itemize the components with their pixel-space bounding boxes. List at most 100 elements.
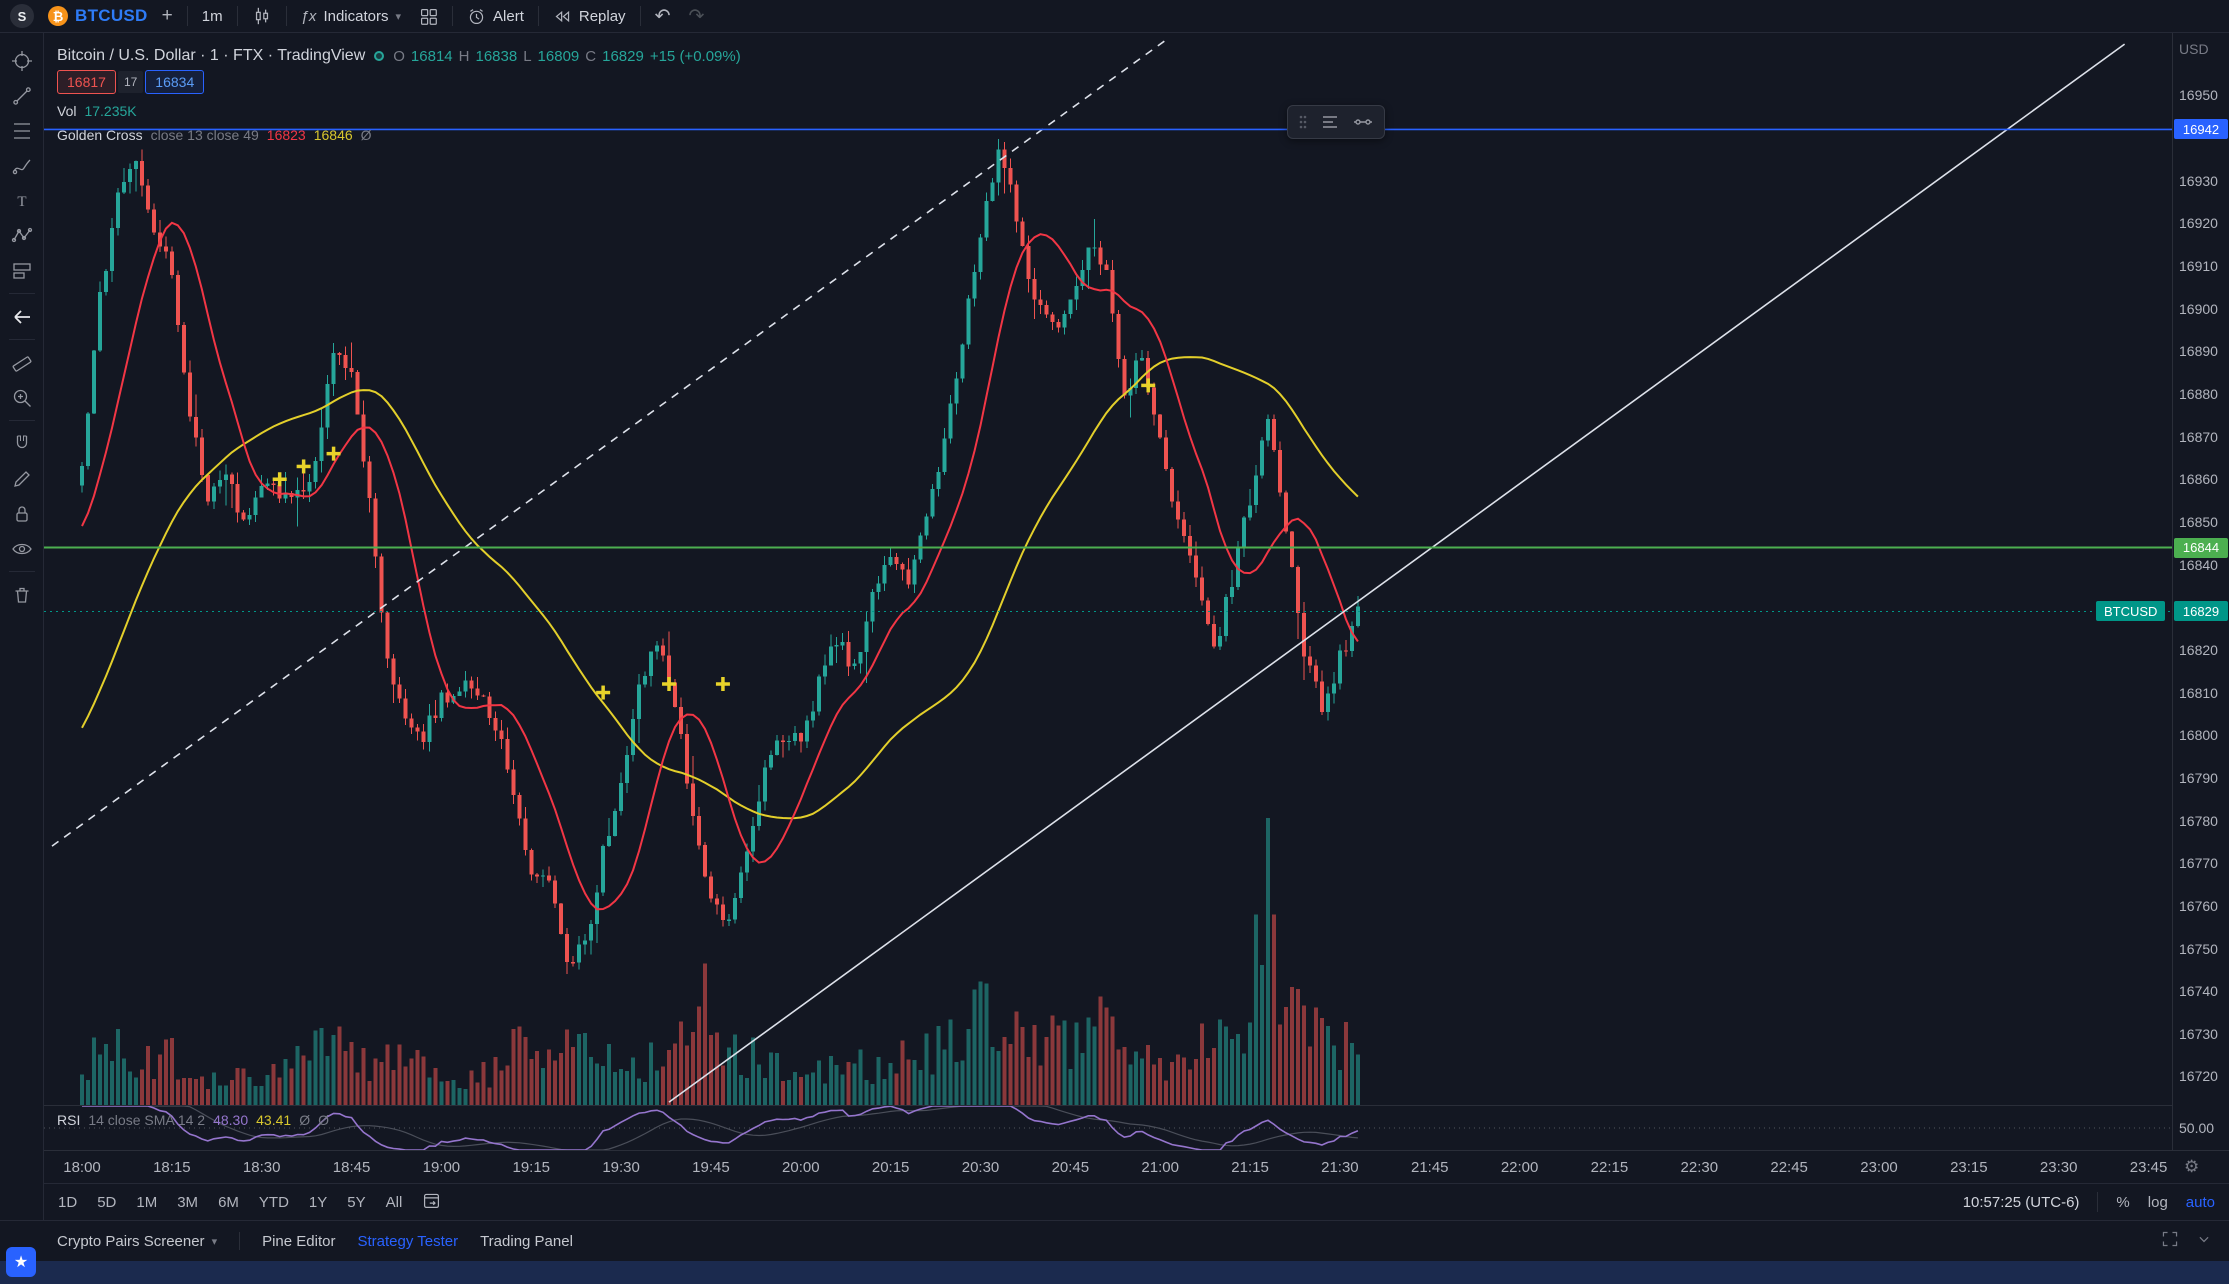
- symbol-search-button[interactable]: ₿ BTCUSD: [48, 6, 148, 26]
- tab-pine-editor[interactable]: Pine Editor: [262, 1232, 336, 1250]
- low-value: 16809: [537, 47, 580, 65]
- hide-panel-arrow-button[interactable]: [3, 299, 41, 334]
- hide-drawings-button[interactable]: [3, 531, 41, 566]
- compare-add-icon[interactable]: +: [158, 5, 177, 27]
- time-tick: 18:00: [63, 1159, 101, 1176]
- price-chart-canvas[interactable]: [44, 33, 2172, 1150]
- time-tick: 20:45: [1051, 1159, 1090, 1176]
- chart-type-icon[interactable]: [248, 6, 276, 26]
- time-tick: 20:30: [961, 1159, 1000, 1176]
- pane-separator[interactable]: [44, 1105, 2229, 1106]
- bottom-toolbar: 1D 5D 1M 3M 6M YTD 1Y 5Y All 10:57:25 (U…: [44, 1183, 2229, 1220]
- text-tool-button[interactable]: T: [3, 183, 41, 218]
- edit-tool-button[interactable]: [3, 461, 41, 496]
- dashed-trendline: [51, 39, 1167, 847]
- toolbar-separator: [186, 6, 188, 26]
- indicator-hide-icon[interactable]: Ø: [360, 127, 372, 143]
- indicators-label: Indicators: [323, 7, 389, 25]
- range-1m-button[interactable]: 1M: [136, 1193, 158, 1211]
- gear-icon[interactable]: ⚙: [2184, 1157, 2200, 1176]
- magnet-tool-button[interactable]: [3, 426, 41, 461]
- tab-strategy-tester[interactable]: Strategy Tester: [357, 1232, 459, 1250]
- market-status-icon[interactable]: [374, 51, 385, 61]
- last-price-symbol-tag: BTCUSD: [2096, 601, 2166, 622]
- toolbar-separator: [8, 293, 35, 294]
- volume-legend[interactable]: Vol 17.235K: [57, 103, 137, 119]
- brush-tool-button[interactable]: [3, 148, 41, 183]
- price-axis[interactable]: USD 50.00 16950 16930 16920 16910 16900 16890…: [2172, 33, 2229, 1150]
- drag-handle-icon[interactable]: [1298, 114, 1308, 130]
- line-settings-icon[interactable]: [1320, 112, 1340, 132]
- price-tick: 16860: [2179, 471, 2218, 488]
- price-tick: 16810: [2179, 684, 2218, 701]
- auto-scale-button[interactable]: auto: [2185, 1193, 2215, 1211]
- layout-grid-icon[interactable]: [415, 7, 442, 26]
- crosshair-tool-button[interactable]: [3, 43, 41, 78]
- range-6m-button[interactable]: 6M: [218, 1193, 239, 1211]
- indicator-value-slow: 16846: [313, 127, 353, 143]
- range-1d-button[interactable]: 1D: [58, 1193, 78, 1211]
- rsi-signal-value: 43.41: [256, 1112, 292, 1128]
- toolbar-separator: [2097, 1192, 2099, 1212]
- chart-region: Bitcoin / U.S. Dollar · 1 · FTX · Tradin…: [44, 33, 2229, 1220]
- undo-icon[interactable]: ↶: [651, 5, 675, 28]
- position-tool-button[interactable]: [3, 253, 41, 288]
- panel-maximize-button[interactable]: [2161, 1230, 2179, 1252]
- replay-icon: [555, 10, 570, 22]
- redo-icon[interactable]: ↷: [684, 5, 708, 28]
- price-tick: 16770: [2179, 855, 2218, 872]
- price-tick: 16910: [2179, 257, 2218, 274]
- magnet-icon: [16, 435, 27, 448]
- lock-drawings-button[interactable]: [3, 496, 41, 531]
- time-tick: 23:00: [1860, 1159, 1898, 1176]
- session-clock[interactable]: 10:57:25 (UTC-6): [1962, 1193, 2080, 1211]
- tab-crypto-pairs-screener[interactable]: Crypto Pairs Screener ▾: [57, 1233, 217, 1250]
- range-ytd-button[interactable]: YTD: [258, 1193, 289, 1211]
- price-tag-16942: 16942: [2174, 119, 2228, 140]
- symbol-title[interactable]: Bitcoin / U.S. Dollar · 1 · FTX · Tradin…: [57, 47, 366, 64]
- fib-tool-button[interactable]: [3, 113, 41, 148]
- range-1y-button[interactable]: 1Y: [308, 1193, 328, 1211]
- indicators-button[interactable]: ƒx Indicators ▾: [297, 8, 405, 25]
- time-tick: 21:00: [1141, 1159, 1179, 1176]
- indicator-legend[interactable]: Golden Cross close 13 close 49 16823 168…: [57, 127, 372, 143]
- chevron-down-icon: ▾: [395, 10, 402, 23]
- close-key: C: [585, 47, 597, 65]
- eye-icon: [11, 543, 32, 554]
- alert-button[interactable]: Alert: [463, 7, 528, 26]
- buy-button[interactable]: 16834: [145, 70, 205, 94]
- favorites-star-button[interactable]: ★: [6, 1247, 36, 1277]
- pattern-tool-button[interactable]: [3, 218, 41, 253]
- time-axis[interactable]: ⚙ 18:00 18:15 18:30 18:45 19:00 19:15 19:30 19:…: [44, 1150, 2229, 1183]
- zoom-tool-button[interactable]: [3, 380, 41, 415]
- remove-drawings-button[interactable]: [3, 577, 41, 612]
- price-tick: 16750: [2179, 940, 2218, 957]
- range-all-button[interactable]: All: [385, 1193, 403, 1211]
- trendline-style-icon[interactable]: [1352, 112, 1374, 132]
- goto-date-button[interactable]: [422, 1191, 441, 1214]
- price-tag-16829: 16829: [2174, 601, 2228, 622]
- change-value: +15 (+0.09%): [649, 47, 741, 65]
- tab-label: Crypto Pairs Screener: [57, 1232, 205, 1250]
- range-5y-button[interactable]: 5Y: [347, 1193, 366, 1211]
- toolbar-separator: [537, 6, 539, 26]
- percent-scale-button[interactable]: %: [2116, 1193, 2130, 1211]
- range-5d-button[interactable]: 5D: [97, 1193, 117, 1211]
- tab-trading-panel[interactable]: Trading Panel: [480, 1232, 573, 1250]
- ruler-icon: [12, 355, 31, 372]
- rsi-legend[interactable]: RSI 14 close SMA 14 2 48.30 43.41 Ø Ø: [57, 1112, 329, 1128]
- range-3m-button[interactable]: 3M: [177, 1193, 199, 1211]
- sell-button[interactable]: 16817: [57, 70, 116, 94]
- user-avatar[interactable]: S: [10, 4, 34, 28]
- measure-tool-button[interactable]: [3, 345, 41, 380]
- replay-button[interactable]: Replay: [549, 7, 630, 26]
- text-icon: T: [17, 194, 26, 210]
- log-scale-button[interactable]: log: [2147, 1193, 2168, 1211]
- interval-button[interactable]: 1m: [198, 8, 227, 25]
- rsi-hide-icon[interactable]: Ø: [299, 1112, 311, 1128]
- trendline-tool-button[interactable]: [3, 78, 41, 113]
- rsi-params: 14 close SMA 14 2: [88, 1112, 206, 1128]
- panel-collapse-button[interactable]: [2195, 1230, 2213, 1252]
- price-tag-16844: 16844: [2174, 537, 2228, 558]
- rsi-settings-icon[interactable]: Ø: [318, 1112, 329, 1128]
